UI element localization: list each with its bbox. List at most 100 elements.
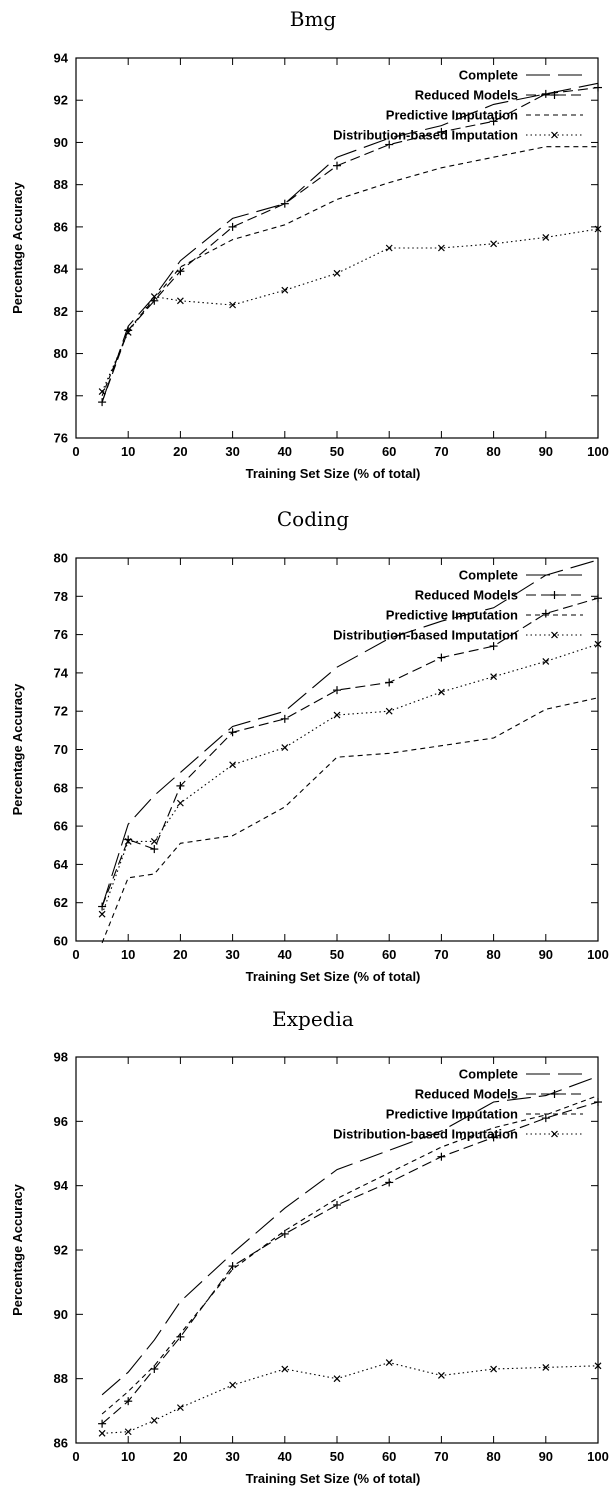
- series-line-2: [101, 1101, 599, 1425]
- y-tick-label: 90: [54, 135, 68, 150]
- x-tick-label: 60: [382, 947, 396, 962]
- data-point: [594, 83, 602, 92]
- data-point: [124, 835, 133, 844]
- plot-frame: [75, 57, 599, 439]
- y-tick-label: 84: [54, 262, 69, 277]
- y-tick-label: 78: [54, 589, 68, 604]
- x-tick-label: 20: [173, 444, 187, 459]
- series-line-2: [101, 87, 599, 403]
- data-point: [98, 388, 106, 395]
- y-tick-label: 92: [54, 93, 68, 108]
- chart-2: Coding 0 10 20 30 40 50 60 70 80 90 100 60 62 64 66 68 70…: [10, 507, 609, 984]
- x-tick-label: 70: [434, 947, 448, 962]
- data-point: [333, 269, 341, 277]
- x-tick-label: 80: [486, 947, 500, 962]
- legend-label: Predictive Imputation: [386, 108, 518, 123]
- data-point: [437, 688, 445, 696]
- y-tick-label: 90: [54, 1307, 68, 1322]
- data-point: [385, 1359, 393, 1367]
- data-point: [594, 640, 602, 648]
- x-tick-label: 40: [278, 947, 292, 962]
- y-tick-label: 76: [54, 431, 68, 446]
- data-point: [176, 799, 184, 807]
- data-point: [594, 1362, 602, 1370]
- y-tick-label: 80: [54, 551, 68, 566]
- x-axis-label: Training Set Size (% of total): [246, 969, 421, 984]
- data-point: [150, 293, 158, 300]
- data-point: [98, 902, 107, 911]
- y-tick-label: 62: [54, 895, 68, 910]
- y-axis-label: Percentage Accuracy: [10, 1183, 25, 1316]
- y-tick-label: 60: [54, 934, 68, 949]
- data-point: [98, 1429, 106, 1437]
- y-tick-label: 70: [54, 742, 68, 757]
- data-point: [490, 240, 498, 248]
- x-tick-label: 10: [121, 444, 135, 459]
- data-point: [489, 1133, 498, 1142]
- y-tick-label: 98: [54, 1050, 68, 1065]
- data-point: [150, 1417, 158, 1424]
- plot-frame: [75, 557, 599, 942]
- data-point: [594, 1098, 602, 1107]
- data-point: [176, 267, 185, 276]
- x-tick-label: 20: [173, 1449, 187, 1464]
- legend-label: Predictive Imputation: [386, 1107, 518, 1122]
- chart-title: Bmg: [290, 7, 337, 31]
- data-point: [541, 89, 550, 98]
- data-point: [437, 1372, 445, 1379]
- x-tick-label: 40: [278, 444, 292, 459]
- x-tick-label: 0: [72, 444, 79, 459]
- data-point: [594, 225, 602, 233]
- data-point: [280, 199, 289, 208]
- data-point: [281, 1365, 289, 1373]
- y-tick-label: 86: [54, 219, 68, 234]
- data-point: [176, 297, 184, 305]
- series-line-4: [102, 1362, 599, 1434]
- y-tick-label: 66: [54, 819, 68, 834]
- y-tick-label: 76: [54, 627, 68, 642]
- data-point: [490, 1365, 498, 1373]
- data-point: [385, 140, 394, 149]
- y-tick-label: 94: [54, 1178, 69, 1193]
- data-point: [228, 728, 237, 737]
- series-line-2: [101, 597, 599, 907]
- x-tick-label: 70: [434, 1449, 448, 1464]
- data-point: [281, 286, 289, 294]
- data-point: [542, 1363, 550, 1371]
- data-point: [150, 837, 158, 845]
- data-point: [437, 1152, 446, 1161]
- data-point: [124, 1428, 132, 1436]
- data-point: [229, 761, 237, 769]
- data-point: [541, 609, 550, 618]
- y-tick-label: 78: [54, 388, 68, 403]
- y-tick-label: 68: [54, 780, 68, 795]
- x-tick-label: 30: [225, 444, 239, 459]
- data-point: [124, 329, 132, 336]
- data-point: [98, 910, 106, 918]
- data-point: [280, 1229, 289, 1238]
- legend-label: Predictive Imputation: [386, 608, 518, 623]
- data-point: [150, 845, 159, 854]
- x-tick-label: 90: [539, 1449, 553, 1464]
- x-tick-label: 30: [225, 1449, 239, 1464]
- data-point: [489, 642, 498, 651]
- legend-label: Complete: [459, 68, 518, 83]
- y-tick-label: 88: [54, 177, 68, 192]
- data-point: [98, 1419, 107, 1428]
- data-point: [281, 744, 289, 752]
- x-tick-label: 0: [72, 947, 79, 962]
- x-tick-label: 100: [587, 444, 609, 459]
- data-point: [176, 781, 185, 790]
- data-point: [489, 117, 498, 126]
- data-point: [176, 1404, 184, 1412]
- x-tick-label: 40: [278, 1449, 292, 1464]
- x-tick-label: 10: [121, 1449, 135, 1464]
- x-tick-label: 10: [121, 947, 135, 962]
- plot-frame: [75, 1056, 599, 1444]
- x-tick-label: 20: [173, 947, 187, 962]
- legend-label: Distribution-based Imputation: [333, 128, 518, 143]
- x-tick-label: 50: [330, 1449, 344, 1464]
- data-point: [124, 837, 132, 845]
- chart-title: Expedia: [272, 1007, 354, 1031]
- legend-label: Reduced Models: [415, 88, 518, 103]
